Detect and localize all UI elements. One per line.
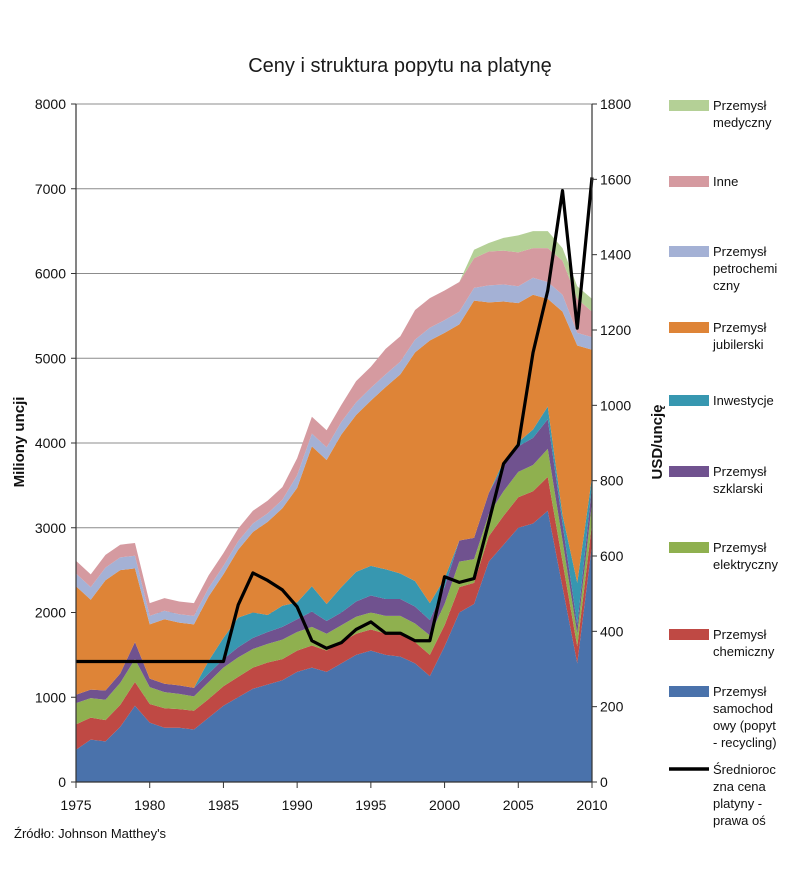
legend-label: Przemysł jubilerski: [712, 320, 767, 352]
area-series-6: [76, 294, 592, 695]
y-right-tick-label: 0: [600, 774, 608, 790]
legend-swatch: [669, 395, 709, 406]
legend-swatch: [669, 686, 709, 697]
legend: Przemysł medyczny Inne Przemysł petrochemi cz…: [669, 98, 779, 828]
legend-item: Przemysł samochod owy (popyt - recycling): [669, 684, 777, 750]
x-tick-label: 1985: [208, 797, 239, 813]
legend-swatch: [669, 246, 709, 257]
y-right-tick-label: 800: [600, 473, 624, 489]
y-left-tick-label: 2000: [35, 605, 66, 621]
source-note: Źródło: Johnson Matthey's: [14, 826, 167, 841]
y-axis-left-title: Miliony uncji: [11, 397, 28, 488]
legend-swatch: [669, 466, 709, 477]
legend-swatch: [669, 629, 709, 640]
y-left-tick-label: 4000: [35, 435, 66, 451]
legend-item: Przemysł petrochemi czny: [669, 244, 777, 293]
legend-item: Przemysł szklarski: [669, 464, 767, 496]
y-right-tick-label: 600: [600, 548, 624, 564]
y-left-tick-label: 5000: [35, 350, 66, 366]
y-left-tick-label: 6000: [35, 266, 66, 282]
y-left-tick-label: 8000: [35, 96, 66, 112]
legend-label: Przemysł samochod owy (popyt - recycling): [713, 684, 777, 750]
legend-item: Inwestycje: [669, 393, 774, 408]
y-right-tick-label: 1600: [600, 171, 631, 187]
legend-item: Przemysł chemiczny: [669, 627, 775, 659]
area-series-3: [76, 448, 592, 725]
y-left-tick-label: 3000: [35, 520, 66, 536]
x-tick-label: 1980: [134, 797, 165, 813]
legend-item: Inne: [669, 174, 738, 189]
legend-swatch: [669, 176, 709, 187]
x-tick-label: 2010: [576, 797, 607, 813]
y-left-tick-label: 1000: [35, 689, 66, 705]
area-series-8: [76, 248, 592, 616]
chart-title: Ceny i struktura popytu na platynę: [248, 55, 552, 77]
area-series-1: [76, 510, 592, 782]
y-left-tick-label: 0: [58, 774, 66, 790]
y-right-tick-label: 1400: [600, 247, 631, 263]
price-line: [76, 177, 594, 664]
legend-label: Przemysł chemiczny: [713, 627, 775, 659]
legend-label: Przemysł elektryczny: [713, 540, 779, 572]
price-line-layer: [76, 177, 594, 664]
legend-item-price: Średnioroc zna cena platyny -prawa oś: [669, 762, 776, 828]
y-right-tick-label: 1200: [600, 322, 631, 338]
axes: [71, 103, 597, 788]
x-tick-label: 1975: [60, 797, 91, 813]
legend-swatch: [669, 322, 709, 333]
area-series-4: [76, 419, 592, 704]
x-tick-label: 2005: [503, 797, 534, 813]
area-series: [76, 231, 592, 782]
y-right-tick-label: 1800: [600, 96, 631, 112]
x-tick-label: 1995: [355, 797, 386, 813]
area-series-2: [76, 476, 592, 750]
legend-label: Przemysł petrochemi czny: [713, 244, 777, 293]
legend-swatch: [669, 542, 709, 553]
tick-labels: 0 1000 2000 3000 4000 5000 6000 7000 8000 0 200 400…: [35, 96, 632, 813]
legend-label: Inne: [713, 174, 738, 189]
legend-label: Przemysł medyczny: [713, 98, 772, 130]
y-right-tick-label: 400: [600, 623, 624, 639]
x-tick-label: 2000: [429, 797, 460, 813]
legend-item: Przemysł jubilerski: [669, 320, 767, 352]
y-right-tick-label: 1000: [600, 397, 631, 413]
legend-label: Przemysł szklarski: [713, 464, 767, 496]
x-tick-label: 1990: [282, 797, 313, 813]
y-left-tick-label: 7000: [35, 181, 66, 197]
legend-label: Inwestycje: [713, 393, 774, 408]
legend-item: Przemysł elektryczny: [669, 540, 779, 572]
y-right-tick-label: 200: [600, 699, 624, 715]
legend-swatch: [669, 100, 709, 111]
legend-label: Średnioroc zna cena platyny -prawa oś: [713, 762, 776, 828]
legend-item: Przemysł medyczny: [669, 98, 772, 130]
y-axis-right-title: USD/uncję: [649, 404, 666, 479]
